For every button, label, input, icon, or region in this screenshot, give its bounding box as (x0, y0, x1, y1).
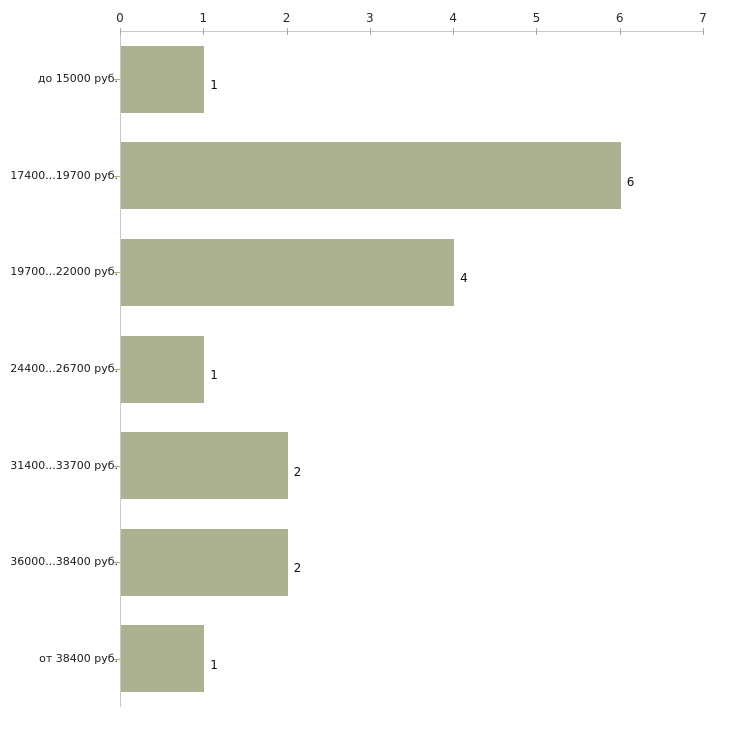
x-axis-tick-label: 7 (699, 11, 707, 25)
category-label: 17400...19700 руб. (10, 168, 118, 182)
bar-value-label: 4 (460, 271, 468, 286)
category-tick-mark (114, 659, 120, 660)
bar[interactable] (121, 45, 205, 113)
x-axis-tick-label: 0 (116, 11, 124, 25)
x-axis-tick-mark (453, 28, 455, 35)
category-tick-mark (114, 466, 120, 467)
bar[interactable] (121, 335, 205, 403)
x-axis-tick-label: 6 (615, 11, 624, 25)
category-label: 19700...22000 руб. (10, 265, 118, 279)
x-axis-tick-label: 1 (199, 11, 208, 25)
bar[interactable] (121, 238, 455, 306)
category-label: 36000...38400 руб. (10, 555, 118, 569)
x-axis-line (120, 31, 703, 32)
category-label: 31400...33700 руб. (10, 458, 118, 472)
bar-value-label: 6 (626, 174, 635, 189)
x-axis-tick-label: 4 (449, 11, 457, 25)
bar[interactable] (121, 432, 288, 500)
x-axis-tick-mark (619, 28, 621, 35)
bar[interactable] (121, 528, 288, 596)
x-axis-tick-label: 2 (282, 11, 291, 25)
category-label: от 38400 руб. (39, 651, 118, 665)
category-tick-mark (114, 272, 120, 273)
category-label: 24400...26700 руб. (10, 362, 118, 375)
bar-value-label: 2 (293, 464, 302, 479)
category-tick-mark (114, 562, 120, 563)
bar[interactable] (121, 625, 205, 693)
bar-value-label: 1 (210, 657, 218, 672)
bar-value-label: 2 (293, 561, 302, 576)
x-axis-tick-mark (369, 28, 371, 35)
x-axis-tick-mark (703, 28, 704, 35)
y-axis-line (120, 31, 121, 707)
x-axis-tick-mark (120, 28, 121, 35)
x-axis-tick-label: 3 (366, 11, 374, 25)
bar-value-label: 1 (210, 368, 218, 382)
x-axis-tick-label: 5 (532, 11, 541, 25)
category-tick-mark (114, 176, 120, 177)
bar[interactable] (121, 142, 621, 210)
bar-value-label: 1 (210, 78, 218, 93)
category-tick-mark (114, 79, 120, 80)
x-axis-tick-mark (536, 28, 538, 35)
category-tick-mark (114, 369, 120, 370)
category-label: до 15000 руб. (37, 72, 118, 86)
x-axis-tick-mark (203, 28, 205, 35)
x-axis-tick-mark (286, 28, 288, 35)
